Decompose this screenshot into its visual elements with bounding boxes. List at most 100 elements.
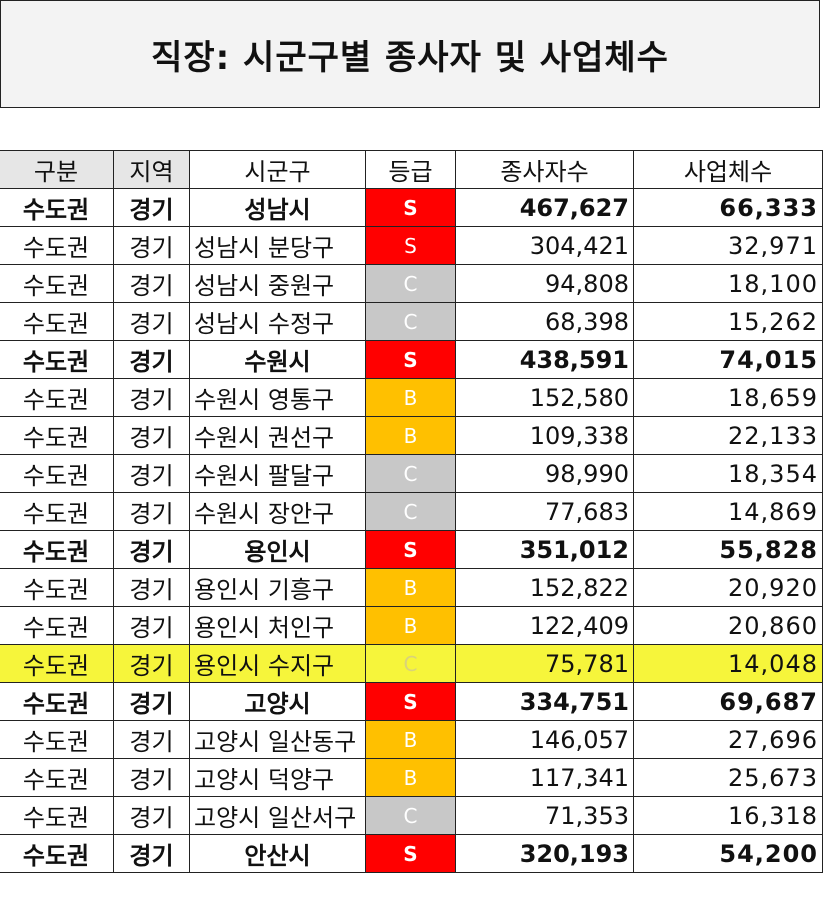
table-row: 수도권 경기 고양시 일산동구 B 146,057 27,696 [0,720,823,759]
cell-region: 수도권 [0,682,114,721]
cell-grade: S [365,340,456,379]
cell-businesses: 15,262 [633,302,823,341]
cell-workers: 68,398 [455,302,634,341]
title-banner: 직장: 시군구별 종사자 및 사업체수 [0,0,820,108]
cell-area: 경기 [113,644,190,683]
cell-district: 고양시 [189,682,366,721]
cell-businesses: 32,971 [633,226,823,265]
cell-businesses: 22,133 [633,416,823,455]
cell-area: 경기 [113,454,190,493]
cell-businesses: 14,869 [633,492,823,531]
cell-workers: 334,751 [455,682,634,721]
table-row: 수도권 경기 성남시 중원구 C 94,808 18,100 [0,264,823,303]
cell-grade: C [365,644,456,683]
cell-businesses: 20,920 [633,568,823,607]
cell-district: 수원시 권선구 [189,416,366,455]
cell-area: 경기 [113,530,190,569]
cell-area: 경기 [113,682,190,721]
cell-businesses: 18,354 [633,454,823,493]
cell-area: 경기 [113,492,190,531]
cell-workers: 438,591 [455,340,634,379]
cell-region: 수도권 [0,454,114,493]
cell-region: 수도권 [0,378,114,417]
stats-table: 구분 지역 시군구 등급 종사자수 사업체수 수도권 경기 성남시 S 467,627 6… [0,150,823,873]
cell-region: 수도권 [0,758,114,797]
cell-region: 수도권 [0,302,114,341]
cell-businesses: 55,828 [633,530,823,569]
cell-area: 경기 [113,378,190,417]
cell-area: 경기 [113,188,190,227]
cell-region: 수도권 [0,188,114,227]
cell-grade: C [365,492,456,531]
cell-district: 고양시 일산서구 [189,796,366,835]
table-row: 수도권 경기 고양시 S 334,751 69,687 [0,682,823,721]
header-area: 지역 [113,150,190,189]
table-row: 수도권 경기 용인시 기흥구 B 152,822 20,920 [0,568,823,607]
table-row: 수도권 경기 성남시 수정구 C 68,398 15,262 [0,302,823,341]
table-row: 수도권 경기 수원시 팔달구 C 98,990 18,354 [0,454,823,493]
cell-region: 수도권 [0,568,114,607]
cell-district: 용인시 [189,530,366,569]
cell-businesses: 16,318 [633,796,823,835]
table-row: 수도권 경기 용인시 S 351,012 55,828 [0,530,823,569]
cell-area: 경기 [113,606,190,645]
cell-businesses: 25,673 [633,758,823,797]
cell-region: 수도권 [0,644,114,683]
cell-businesses: 18,100 [633,264,823,303]
cell-area: 경기 [113,340,190,379]
cell-workers: 351,012 [455,530,634,569]
cell-region: 수도권 [0,416,114,455]
cell-area: 경기 [113,568,190,607]
cell-area: 경기 [113,758,190,797]
cell-area: 경기 [113,720,190,759]
cell-grade: S [365,188,456,227]
cell-region: 수도권 [0,264,114,303]
cell-workers: 71,353 [455,796,634,835]
cell-workers: 117,341 [455,758,634,797]
cell-workers: 146,057 [455,720,634,759]
cell-area: 경기 [113,416,190,455]
header-district: 시군구 [189,150,366,189]
cell-area: 경기 [113,264,190,303]
cell-district: 수원시 영통구 [189,378,366,417]
cell-grade: B [365,378,456,417]
cell-workers: 304,421 [455,226,634,265]
cell-grade: B [365,758,456,797]
cell-region: 수도권 [0,834,114,873]
cell-grade: S [365,834,456,873]
cell-workers: 98,990 [455,454,634,493]
cell-workers: 122,409 [455,606,634,645]
table-row: 수도권 경기 성남시 S 467,627 66,333 [0,188,823,227]
table-row: 수도권 경기 수원시 장안구 C 77,683 14,869 [0,492,823,531]
cell-region: 수도권 [0,796,114,835]
cell-grade: S [365,530,456,569]
table-row: 수도권 경기 성남시 분당구 S 304,421 32,971 [0,226,823,265]
cell-area: 경기 [113,302,190,341]
cell-businesses: 27,696 [633,720,823,759]
cell-district: 용인시 처인구 [189,606,366,645]
cell-district: 성남시 분당구 [189,226,366,265]
cell-workers: 320,193 [455,834,634,873]
cell-district: 용인시 기흥구 [189,568,366,607]
cell-region: 수도권 [0,340,114,379]
cell-workers: 75,781 [455,644,634,683]
cell-grade: B [365,416,456,455]
cell-district: 성남시 중원구 [189,264,366,303]
cell-businesses: 18,659 [633,378,823,417]
cell-workers: 152,580 [455,378,634,417]
cell-workers: 467,627 [455,188,634,227]
cell-businesses: 69,687 [633,682,823,721]
cell-district: 고양시 덕양구 [189,758,366,797]
header-region: 구분 [0,150,114,189]
cell-businesses: 14,048 [633,644,823,683]
cell-grade: C [365,302,456,341]
cell-district: 수원시 [189,340,366,379]
page-title: 직장: 시군구별 종사자 및 사업체수 [151,37,669,78]
cell-grade: C [365,264,456,303]
cell-region: 수도권 [0,226,114,265]
cell-area: 경기 [113,834,190,873]
cell-grade: B [365,720,456,759]
cell-workers: 109,338 [455,416,634,455]
cell-businesses: 74,015 [633,340,823,379]
cell-grade: S [365,226,456,265]
